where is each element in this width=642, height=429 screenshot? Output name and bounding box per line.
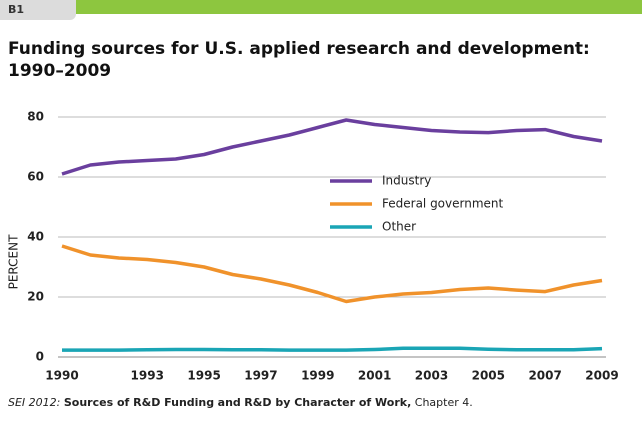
x-tick-label: 2009: [585, 369, 618, 383]
x-tick-label: 2003: [415, 369, 448, 383]
y-tick-label: 80: [27, 110, 44, 124]
source-part: R&D by Character of Work,: [244, 396, 412, 409]
series-line: [62, 346, 603, 352]
x-tick-label: 2001: [358, 369, 391, 383]
series-line: [61, 244, 603, 304]
x-tick-label: 1997: [244, 369, 277, 383]
tab-label: B1: [0, 0, 76, 20]
y-tick-label: 60: [27, 170, 44, 184]
y-tick-label: 0: [36, 350, 44, 364]
x-tick-label: 1990: [45, 369, 78, 383]
source-part: Chapter 4.: [414, 396, 473, 409]
y-tick-label: 40: [27, 230, 44, 244]
source-part: Sources of R&D Funding: [63, 396, 215, 409]
legend-label: Other: [382, 220, 416, 234]
source-note: SEI 2012: Sources of R&D Funding and R&D…: [8, 396, 473, 409]
legend-label: Industry: [382, 174, 431, 188]
x-tick-label: 2005: [472, 369, 505, 383]
x-tick-label: 2007: [528, 369, 561, 383]
y-axis-label: PERCENT: [7, 234, 21, 289]
legend-label: Federal government: [382, 197, 504, 211]
series-line: [61, 118, 603, 176]
x-tick-label: 1993: [131, 369, 164, 383]
x-tick-label: 1999: [301, 369, 334, 383]
green-bar: [70, 0, 642, 14]
chart-title: Funding sources for U.S. applied researc…: [8, 39, 590, 81]
header-bar: B1: [0, 0, 642, 20]
y-tick-label: 20: [27, 290, 44, 304]
x-tick-label: 1995: [187, 369, 220, 383]
source-part: SEI 2012:: [8, 396, 61, 409]
source-part: and: [217, 396, 241, 409]
